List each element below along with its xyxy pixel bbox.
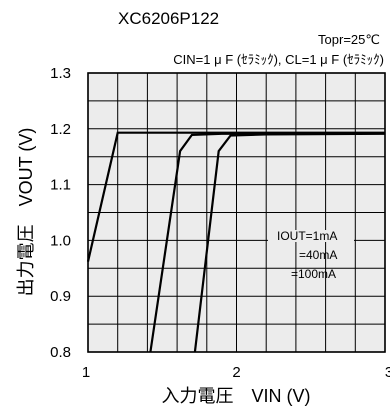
- curves: [86, 131, 386, 353]
- legend-entry: IOUT=1mA: [277, 229, 337, 243]
- plot-frame: [87, 72, 386, 353]
- legend-entry: =100mA: [291, 267, 336, 281]
- y-tick-label: 1.2: [50, 121, 71, 138]
- annotation-bg: [268, 230, 354, 242]
- x-tick-labels: 1 2 3: [82, 364, 390, 381]
- y-tick-label: 1.1: [50, 177, 71, 194]
- x-tick-label: 2: [232, 364, 240, 381]
- x-axis-label: 入力電圧 VIN (V): [161, 386, 310, 406]
- x-tick-label: 3: [385, 364, 390, 381]
- grid: [88, 73, 385, 352]
- capacitor-condition: CIN=1 μ F (ｾﾗﾐｯｸ), CL=1 μ F (ｾﾗﾐｯｸ): [173, 52, 384, 67]
- legend: IOUT=1mA =40mA =100mA: [277, 229, 337, 281]
- x-tick-label: 1: [82, 364, 90, 381]
- y-axis-label: 出力電圧 VOUT (V): [16, 128, 36, 297]
- temperature-condition: Topr=25℃: [318, 32, 380, 47]
- legend-entry: =40mA: [299, 248, 337, 262]
- y-tick-label: 0.8: [50, 344, 71, 361]
- y-tick-label: 1.0: [50, 232, 71, 249]
- y-tick-label: 0.9: [50, 288, 71, 305]
- y-tick-labels: 0.8 0.9 1.0 1.1 1.2 1.3: [50, 65, 71, 361]
- y-tick-label: 1.3: [50, 65, 71, 82]
- series-line: [193, 132, 386, 353]
- chart-title: XC6206P122: [118, 9, 219, 28]
